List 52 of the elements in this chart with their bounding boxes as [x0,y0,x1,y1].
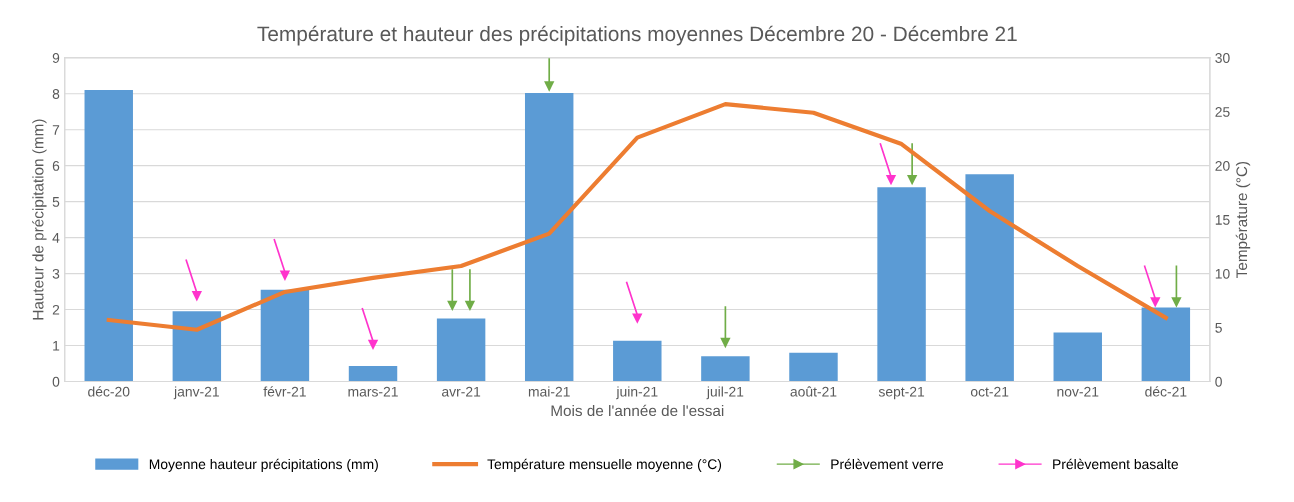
bar [524,92,574,382]
y2-tick-label: 10 [1215,268,1230,279]
y2-axis-title: Température (°C) [1235,161,1251,278]
bar [260,289,310,382]
y2-tick-label: 5 [1215,323,1222,333]
y2-tick-label: 25 [1215,107,1230,117]
bar [84,90,133,382]
bar [348,366,398,382]
y-tick-label: 8 [52,89,60,99]
x-tick-label: avr-21 [442,386,481,397]
x-axis-title: Mois de l'année de l'essai [551,404,724,417]
x-tick-label: oct-21 [970,386,1009,397]
x-tick-label: janv-21 [173,386,219,400]
line-series [106,102,1168,332]
y-tick-label: 3 [52,268,60,279]
y-tick-label: 9 [52,53,60,63]
x-tick-label: mars-21 [348,386,398,397]
bar [965,174,1014,382]
bar [1141,307,1191,382]
y2-tick-label: 0 [1215,376,1222,387]
bar [172,311,222,382]
x-tick-label: août-21 [790,386,837,397]
y-tick-label: 1 [53,341,60,351]
legend-label: Température mensuelle moyenne (°C) [487,458,722,472]
bar [436,318,486,382]
x-tick-label: févr-21 [263,386,306,397]
y2-tick-label: 20 [1215,160,1230,171]
bar [613,340,662,382]
y2-tick-label: 15 [1215,215,1230,225]
x-tick-label: déc-20 [88,386,130,397]
x-tick-label: nov-21 [1057,386,1099,397]
y-axis-title: Hauteur de précipitation (mm) [32,119,47,320]
legend-label: Moyenne hauteur précipitations (mm) [149,458,378,472]
y-tick-label: 6 [52,160,60,171]
bar [1053,332,1102,382]
y2-tick-label: 30 [1215,53,1230,63]
x-tick-label: juin-21 [616,386,658,400]
x-tick-label: déc-21 [1145,386,1187,397]
y-tick-label: 7 [52,125,60,135]
y-tick-label: 5 [52,197,60,207]
x-tick-label: sept-21 [878,386,925,400]
bar [701,356,750,382]
legend-label: Prélèvement basalte [1053,458,1179,470]
x-tick-label: mai-21 [528,386,570,397]
y-tick-label: 2 [52,304,60,315]
y-tick-label: 4 [52,233,60,243]
bar [877,187,926,382]
x-tick-label: juil-21 [706,386,744,400]
chart-title: Température et hauteur des précipitations moyennes Décembre 20 - Décembre 21 [257,25,1017,46]
bar [789,352,838,382]
legend-label: Prélèvement verre [831,458,944,470]
y-tick-label: 0 [52,376,60,387]
